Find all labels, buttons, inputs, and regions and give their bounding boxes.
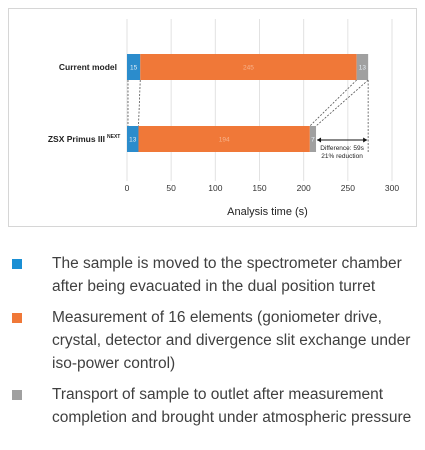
data-label-0-2: 13 xyxy=(359,65,367,72)
x-axis-label: Analysis time (s) xyxy=(227,206,308,218)
connector-line-3 xyxy=(315,79,369,127)
legend-text-measurement: Measurement of 16 elements (goniometer d… xyxy=(52,309,411,372)
legend-text-transport: Transport of sample to outlet after meas… xyxy=(52,386,412,426)
legend-item-measurement: Measurement of 16 elements (goniometer d… xyxy=(0,306,425,375)
x-tick-label-0: 0 xyxy=(125,183,130,193)
legend-text-evacuation: The sample is moved to the spectrometer … xyxy=(52,255,402,295)
bar-1-segment-0 xyxy=(127,126,139,152)
legend-swatch-orange xyxy=(12,313,22,323)
bar-0-segment-0 xyxy=(127,54,141,80)
data-label-1-1: 194 xyxy=(219,137,230,144)
category-label-1: ZSX Primus III xyxy=(48,134,105,144)
legend: The sample is moved to the spectrometer … xyxy=(0,252,425,437)
legend-swatch-gray xyxy=(12,390,22,400)
data-label-0-1: 245 xyxy=(243,65,254,72)
data-label-1-2: 7 xyxy=(311,137,315,144)
annotation-difference: Difference: 59s xyxy=(320,145,364,152)
x-tick-label-100: 100 xyxy=(208,183,222,193)
chart-panel: 0 50 100 150 200 250 300 15 245 13 Current model 13… xyxy=(8,8,417,227)
connector-line-2 xyxy=(309,79,357,127)
difference-arrow-left-head xyxy=(317,137,322,143)
legend-item-evacuation: The sample is moved to the spectrometer … xyxy=(0,252,425,298)
bar-0-segment-1 xyxy=(140,54,357,80)
bar-0-segment-2 xyxy=(356,54,369,80)
bar-1-segment-2 xyxy=(309,126,317,152)
legend-item-transport: Transport of sample to outlet after meas… xyxy=(0,383,425,429)
difference-arrow-right-head xyxy=(363,137,368,143)
x-tick-label-250: 250 xyxy=(341,183,355,193)
data-label-1-0: 13 xyxy=(129,137,137,144)
bar-1-segment-1 xyxy=(138,126,310,152)
x-tick-label-200: 200 xyxy=(297,183,311,193)
legend-swatch-blue xyxy=(12,259,22,269)
data-label-0-0: 15 xyxy=(130,65,138,72)
connector-line-1 xyxy=(138,79,141,127)
annotation-reduction: 21% reduction xyxy=(321,153,363,160)
x-tick-label-50: 50 xyxy=(166,183,176,193)
category-label-sup-1: NEXT xyxy=(107,134,120,140)
category-label-0: Current model xyxy=(59,62,117,72)
x-tick-label-300: 300 xyxy=(385,183,399,193)
x-tick-label-150: 150 xyxy=(252,183,266,193)
stacked-bar-chart: 0 50 100 150 200 250 300 15 245 13 Current model 13… xyxy=(48,19,399,218)
